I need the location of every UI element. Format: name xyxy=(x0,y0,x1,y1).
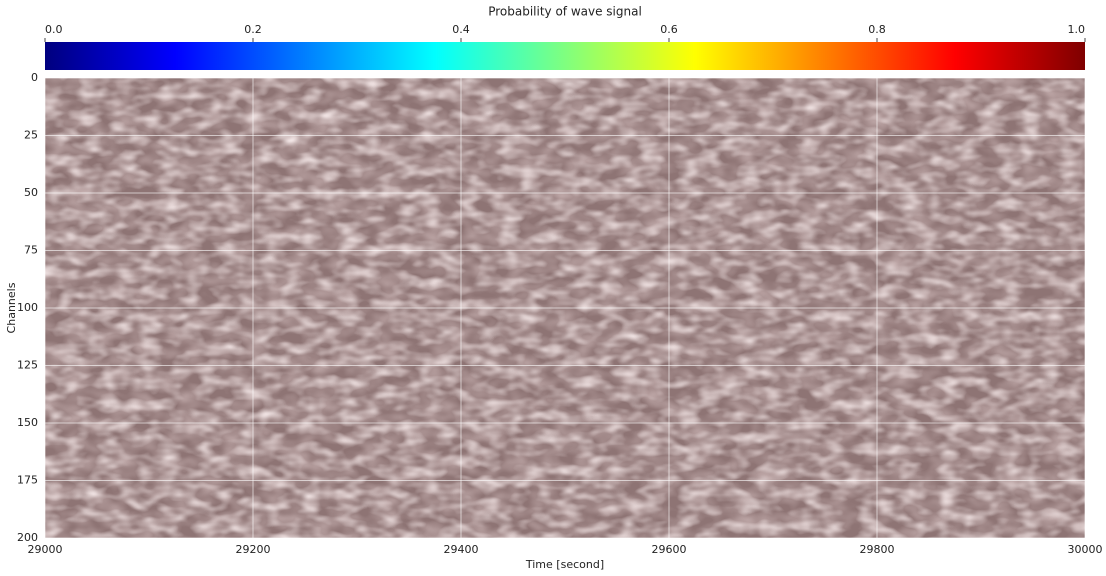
colorbar-tick-label: 0.0 xyxy=(45,23,63,36)
x-tick-label: 29000 xyxy=(28,543,63,556)
x-tick-label: 29200 xyxy=(236,543,271,556)
colorbar-tick-label: 1.0 xyxy=(1068,23,1086,36)
y-tick-label: 25 xyxy=(24,129,38,142)
x-tick-label: 29600 xyxy=(652,543,687,556)
colorbar-tick-label: 0.4 xyxy=(452,23,470,36)
y-tick-label: 200 xyxy=(17,531,38,544)
y-tick-label: 150 xyxy=(17,416,38,429)
colorbar-tick-label: 0.6 xyxy=(660,23,678,36)
y-tick-label: 125 xyxy=(17,359,38,372)
x-tick-label: 29800 xyxy=(860,543,895,556)
x-tick-label: 29400 xyxy=(444,543,479,556)
colorbar xyxy=(45,42,1085,70)
colorbar-tick-label: 0.2 xyxy=(244,23,262,36)
y-tick-label: 100 xyxy=(17,301,38,314)
y-tick-label: 0 xyxy=(31,71,38,84)
y-tick-label: 75 xyxy=(24,244,38,257)
y-tick-label: 50 xyxy=(24,186,38,199)
y-tick-label: 175 xyxy=(17,474,38,487)
colorbar-tick-label: 0.8 xyxy=(868,23,886,36)
y-axis-label: Channels xyxy=(5,282,18,333)
x-axis-label: Time [second] xyxy=(525,558,604,571)
chart-title: Probability of wave signal xyxy=(488,5,642,19)
x-tick-label: 30000 xyxy=(1068,543,1103,556)
